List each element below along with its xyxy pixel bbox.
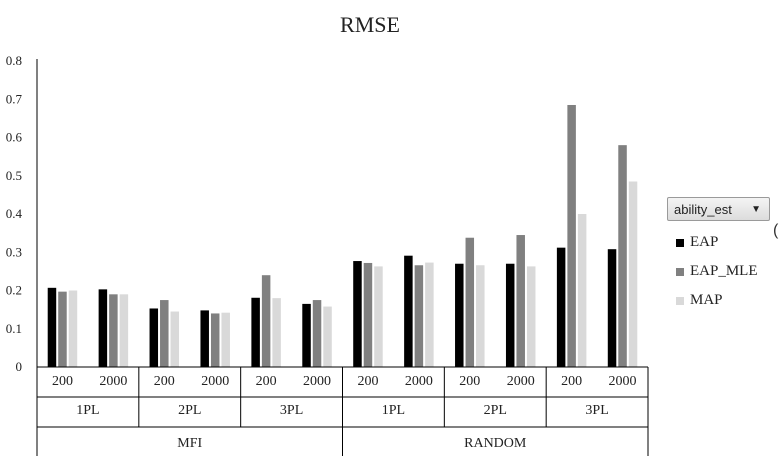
bar-eap-6 xyxy=(353,261,362,367)
y-tick-label-4: 0.4 xyxy=(6,206,23,221)
bar-eap-mle-7 xyxy=(414,265,424,367)
model-label-random-1pl: 1PL xyxy=(382,403,405,418)
x-tick-label-mfi-2pl-2000: 2000 xyxy=(201,374,229,389)
bar-eap-0 xyxy=(47,287,57,367)
bar-map-1 xyxy=(119,294,129,367)
bar-eap-5 xyxy=(302,303,311,367)
bar-eap-mle-8 xyxy=(465,237,475,367)
y-tick-label-8: 0.8 xyxy=(6,53,22,68)
bar-eap-mle-5 xyxy=(312,300,322,367)
x-tick-label-mfi-3pl-2000: 2000 xyxy=(303,374,331,389)
y-tick-label-7: 0.7 xyxy=(6,91,23,106)
legend-item-eap: EAP xyxy=(676,228,758,257)
x-tick-label-random-1pl-200: 200 xyxy=(357,374,378,389)
bar-eap-mle-9 xyxy=(516,235,525,367)
bar-map-4 xyxy=(272,298,281,367)
x-tick-label-mfi-2pl-200: 200 xyxy=(154,374,175,389)
bar-map-9 xyxy=(526,266,536,367)
bar-eap-mle-11 xyxy=(618,145,627,367)
legend-swatch-map xyxy=(676,296,684,305)
y-tick-label-1: 0.1 xyxy=(6,321,22,336)
bar-eap-mle-0 xyxy=(58,291,67,367)
bar-eap-1 xyxy=(98,289,108,367)
chart-title: RMSE xyxy=(340,12,400,37)
clipped-edge-glyph: ( xyxy=(773,222,779,239)
legend-label-eap-mle: EAP_MLE xyxy=(690,263,758,279)
bar-eap-mle-10 xyxy=(567,104,576,368)
bar-eap-2 xyxy=(149,308,159,367)
bar-map-3 xyxy=(221,312,230,367)
group-label-mfi: MFI xyxy=(177,436,202,451)
bar-eap-11 xyxy=(607,249,617,367)
legend-label-eap: EAP xyxy=(690,234,719,250)
bar-eap-4 xyxy=(251,297,260,367)
x-tick-label-random-2pl-200: 200 xyxy=(459,374,480,389)
y-tick-label-2: 0.2 xyxy=(6,283,22,298)
legend-item-eap-mle: EAP_MLE xyxy=(676,257,758,286)
x-tick-label-mfi-1pl-2000: 2000 xyxy=(99,374,127,389)
legend-item-map: MAP xyxy=(676,286,758,315)
model-label-mfi-3pl: 3PL xyxy=(280,403,303,418)
bar-eap-mle-1 xyxy=(109,294,118,367)
model-label-mfi-1pl: 1PL xyxy=(76,403,99,418)
y-tick-label-0: 0 xyxy=(16,359,23,374)
y-tick-label-5: 0.5 xyxy=(6,168,22,183)
model-label-mfi-2pl: 2PL xyxy=(178,403,201,418)
legend-swatch-eap xyxy=(676,238,684,247)
model-label-random-3pl: 3PL xyxy=(585,403,608,418)
x-tick-label-random-2pl-2000: 2000 xyxy=(507,374,535,389)
bar-eap-mle-3 xyxy=(210,313,220,367)
filter-label: ability_est xyxy=(674,201,732,217)
bar-map-8 xyxy=(476,265,485,367)
bar-eap-9 xyxy=(505,263,515,367)
bar-eap-mle-6 xyxy=(363,262,373,367)
legend-label-map: MAP xyxy=(690,292,723,308)
bar-map-10 xyxy=(577,214,587,367)
x-tick-label-mfi-3pl-200: 200 xyxy=(256,374,277,389)
bar-eap-3 xyxy=(200,310,209,367)
bar-eap-8 xyxy=(455,263,464,367)
ability-est-filter-dropdown[interactable]: ability_est ▼ xyxy=(667,197,770,221)
bar-eap-7 xyxy=(404,255,413,367)
dropdown-arrow-icon[interactable]: ▼ xyxy=(751,204,761,215)
y-tick-label-3: 0.3 xyxy=(6,244,22,259)
x-tick-label-random-3pl-200: 200 xyxy=(561,374,582,389)
bar-eap-10 xyxy=(556,247,566,367)
bar-eap-mle-2 xyxy=(160,300,169,367)
bar-map-6 xyxy=(374,266,383,367)
legend: EAP EAP_MLE MAP xyxy=(676,228,758,315)
x-tick-label-random-3pl-2000: 2000 xyxy=(609,374,637,389)
bar-map-2 xyxy=(170,311,180,367)
group-label-random: RANDOM xyxy=(464,436,527,451)
bar-map-7 xyxy=(425,262,434,367)
x-tick-label-mfi-1pl-200: 200 xyxy=(52,374,73,389)
bar-map-5 xyxy=(323,306,332,367)
bar-map-11 xyxy=(628,181,638,367)
model-label-random-2pl: 2PL xyxy=(484,403,507,418)
x-tick-label-random-1pl-2000: 2000 xyxy=(405,374,433,389)
y-tick-label-6: 0.6 xyxy=(6,130,23,145)
bar-map-0 xyxy=(68,290,78,367)
bar-eap-mle-4 xyxy=(261,275,271,367)
legend-swatch-eap-mle xyxy=(676,267,684,276)
